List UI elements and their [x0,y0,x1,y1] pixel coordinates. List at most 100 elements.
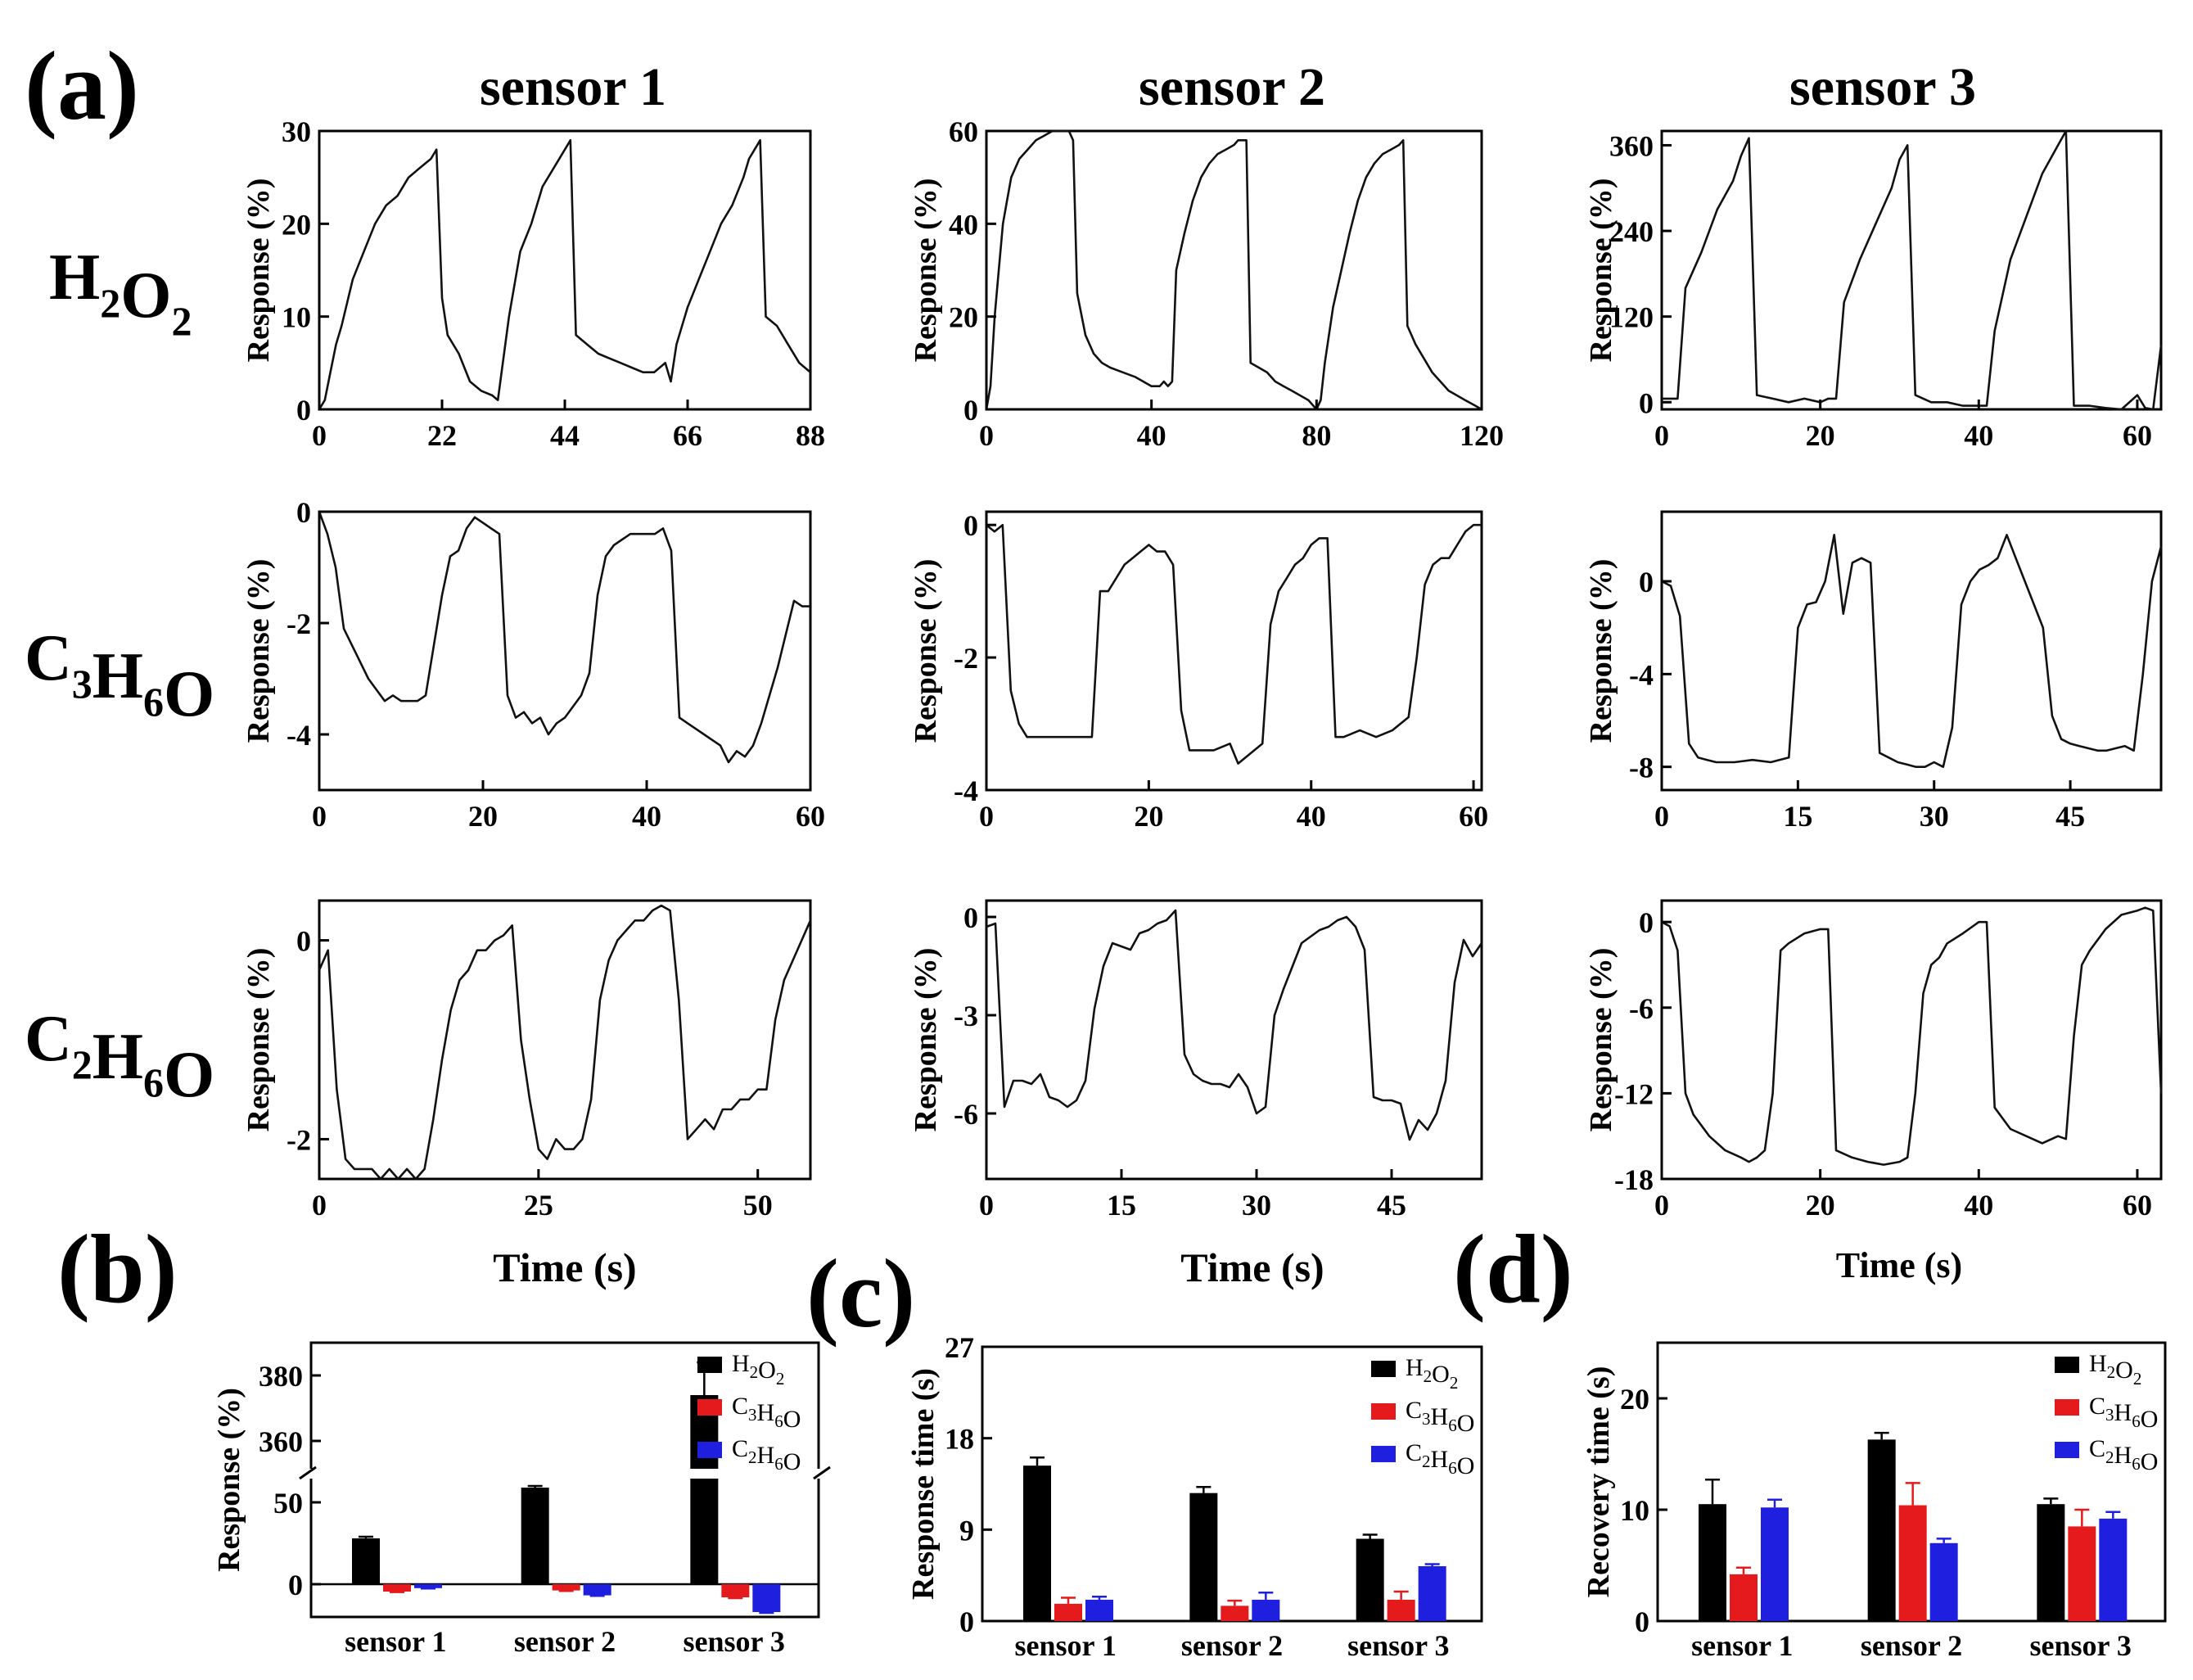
bar-c2h6o [1252,1599,1280,1621]
y-tick-label: -12 [1614,1077,1654,1110]
x-tick-label: 0 [312,419,327,452]
plot-frame [318,129,812,411]
y-tick-label: 0 [288,1569,303,1601]
y-tick-label: 0 [1639,566,1654,598]
y-tick-label: -2 [954,642,978,675]
legend-label-c2h6o-part-0: C [2089,1435,2105,1462]
x-tick-label: 40 [632,800,661,833]
bar-c3h6o [552,1584,580,1591]
data-line [1661,534,2163,768]
bar-c3h6o [2068,1526,2096,1621]
y-tick-label: -4 [287,719,311,752]
row-label-2-part-1: 2 [72,1041,93,1087]
x-tick-label: 80 [1302,419,1331,452]
x-tick-label: 0 [979,800,994,833]
row-label-0-part-3: 2 [171,298,192,344]
y-tick-label: 60 [949,115,978,148]
y-tick-label: 360 [1609,129,1654,162]
x-tick-label: 0 [979,419,994,452]
plot-frame [318,899,812,1181]
row-label-1-part-2: H [93,640,143,712]
panel-label-d: (d) [1453,1214,1573,1323]
x-category-label: sensor 2 [514,1625,616,1658]
legend-label-h2o2-part-0: H [2089,1350,2107,1377]
y-tick-label: 10 [1620,1494,1649,1527]
x-category-label: sensor 1 [1014,1629,1116,1662]
legend-swatch-h2o2 [1371,1361,1396,1377]
y-tick-label: -18 [1614,1163,1654,1196]
legend-label-c3h6o: C3H6O [2089,1393,2158,1433]
bar-h2o2 [521,1488,549,1584]
y-tick-label: 0 [296,925,311,958]
y-tick-label: 27 [945,1331,974,1364]
column-title-sensor-3: sensor 3 [1789,57,1976,117]
bar-c3h6o [1387,1599,1415,1621]
row-label-2-part-4: O [164,1039,214,1111]
x-tick-label: 0 [1654,1189,1669,1222]
legend-label-c2h6o-part-3: 6 [774,1454,783,1474]
y-tick-label: -6 [954,1098,978,1131]
row-label-0: H2O2 [49,242,192,344]
y-tick-label: 10 [282,301,311,334]
legend-label-c3h6o-part-1: 3 [1422,1409,1431,1429]
y-tick-label: 0 [1635,1605,1649,1638]
plot-frame [309,1341,820,1619]
bar-c2h6o [583,1584,611,1596]
legend-label-c2h6o-part-3: 6 [1448,1458,1457,1478]
legend-label-h2o2-part-3: 2 [1450,1373,1459,1393]
x-tick-label: 0 [979,1189,994,1222]
x-tick-label: 20 [1806,419,1835,452]
bar-c3h6o [383,1584,411,1592]
line-plot-r1-c0: 0 20 40 60 0 -2 -4 Response (%) [241,496,825,833]
bar-chart-b: 0 50 360 380 sensor 1 sensor 2 sensor 3 Respons… [212,1341,831,1658]
x-tick-label: 60 [2123,1189,2152,1222]
legend-label-c3h6o-part-2: H [2114,1399,2132,1426]
x-tick-label: 66 [673,419,702,452]
y-axis-label: Response (%) [909,948,943,1132]
legend-label-h2o2-part-3: 2 [776,1369,785,1389]
y-tick-label: 0 [296,394,311,427]
y-tick-label: -2 [287,607,311,640]
legend-label-h2o2-part-1: 2 [2107,1362,2116,1382]
bar-c2h6o [2099,1518,2128,1621]
y-tick-label: 0 [963,509,978,542]
legend-label-h2o2-part-1: 2 [750,1362,759,1382]
legend-label-c2h6o-part-2: H [2114,1442,2132,1469]
data-line [318,904,812,1181]
axis-break-mark-left [299,1465,317,1480]
plot-frame [985,129,1483,411]
plot-frame [1660,510,2163,792]
y-tick-label: 120 [1609,301,1654,334]
line-plot-r2-c2: 0 20 40 60 0 -6 -12 -18 Response (%) [1584,899,2163,1222]
line-plot-r0-c2: 0 20 40 60 0 120 240 360 Response (%) [1584,129,2163,452]
y-axis-label: Response (%) [1584,948,1618,1132]
plot-frame [981,1345,1483,1623]
x-tick-label: 30 [1242,1189,1271,1222]
legend-label-c3h6o-part-0: C [732,1393,748,1420]
legend-label-h2o2-part-2: O [758,1357,776,1384]
y-tick-label: 20 [282,208,311,241]
bar-h2o2 [352,1538,380,1584]
legend-swatch-h2o2 [2055,1357,2079,1373]
legend-label-c2h6o-part-4: O [783,1448,801,1475]
row-label-2: C2H6O [25,1003,214,1111]
y-axis-label: Response (%) [909,178,943,363]
legend-swatch-c3h6o [1371,1403,1396,1420]
y-tick-label: -3 [954,1000,978,1032]
x-tick-label: 0 [312,1189,327,1222]
x-tick-label: 30 [1920,800,1949,833]
y-tick-label: 30 [282,115,311,148]
y-tick-label: -8 [1629,752,1654,784]
legend-label-h2o2: H2O2 [1406,1354,1458,1393]
x-tick-label: 20 [468,800,498,833]
bar-c3h6o [1730,1574,1758,1621]
x-tick-label: 88 [796,419,825,452]
legend-label-c3h6o-part-0: C [1406,1397,1422,1424]
legend-label-c3h6o-part-4: O [2141,1406,2159,1433]
legend-label-h2o2-part-0: H [732,1350,750,1377]
row-label-2-part-0: C [25,1003,72,1075]
x-tick-label: 60 [1459,800,1488,833]
bar-c2h6o [1761,1507,1789,1621]
legend-label-c3h6o: C3H6O [732,1393,801,1433]
x-category-label: sensor 1 [1691,1629,1793,1662]
